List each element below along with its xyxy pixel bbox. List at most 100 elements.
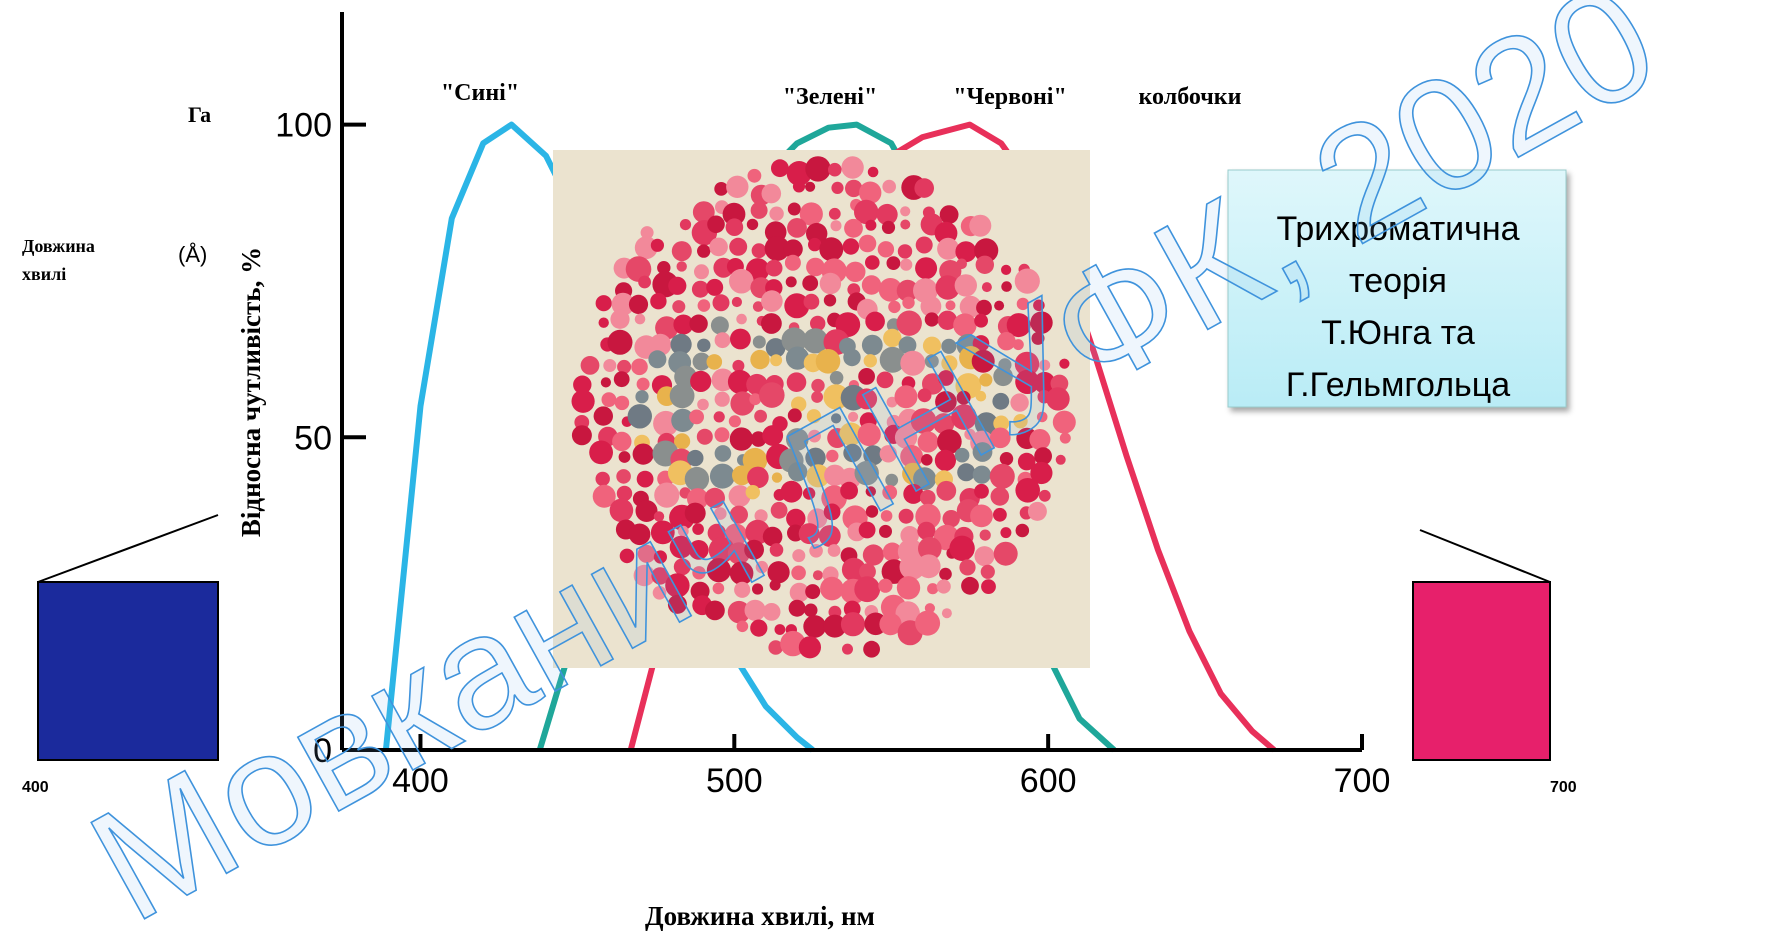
plate-dot xyxy=(596,472,610,486)
plate-dot xyxy=(824,294,836,306)
plate-dot xyxy=(787,218,807,238)
plate-dot xyxy=(1028,502,1047,521)
plate-dot xyxy=(878,579,892,593)
plate-dot xyxy=(841,612,865,636)
plate-dot xyxy=(635,390,648,403)
plate-dot xyxy=(638,276,651,289)
slide: Га Довжина хвилі (Å) 400 700 05010040050… xyxy=(0,0,1766,940)
plate-dot xyxy=(603,359,616,372)
plate-dot xyxy=(608,330,633,355)
plate-dot xyxy=(802,275,818,291)
annotation: "Зелені" xyxy=(783,84,878,110)
plate-dot xyxy=(730,391,754,415)
plate-dot xyxy=(915,257,937,279)
plate-dot xyxy=(589,441,613,465)
plate-dot xyxy=(711,316,729,334)
plate-dot xyxy=(707,216,725,234)
plate-dot xyxy=(831,220,842,231)
plate-dot xyxy=(805,156,830,181)
plate-dot xyxy=(955,241,976,262)
plate-dot xyxy=(793,180,805,192)
plate-dot xyxy=(668,277,686,295)
plate-dot xyxy=(1000,527,1011,538)
plate-dot xyxy=(596,295,612,311)
plate-dot xyxy=(981,565,995,579)
plate-dot xyxy=(615,396,629,410)
plate-dot xyxy=(672,241,692,261)
plate-dot xyxy=(729,269,754,294)
plate-dot xyxy=(994,542,1018,566)
plate-dot xyxy=(677,261,687,271)
plate-dot xyxy=(878,241,894,257)
plate-dot xyxy=(612,432,631,451)
plate-dot xyxy=(976,256,994,274)
plate-dot xyxy=(900,220,910,230)
plate-dot xyxy=(993,508,1007,522)
plate-dot xyxy=(786,276,797,287)
plate-dot xyxy=(843,238,859,254)
plate-dot xyxy=(900,259,912,271)
plate-dot xyxy=(709,238,728,257)
plate-dot xyxy=(601,377,611,387)
plate-dot xyxy=(572,425,592,445)
plate-dot xyxy=(748,169,762,183)
plate-dot xyxy=(599,318,609,328)
plate-dot xyxy=(770,354,782,366)
plate-dot xyxy=(602,392,617,407)
plate-dot xyxy=(629,295,648,314)
plate-dot xyxy=(868,167,879,178)
plate-dot xyxy=(900,206,910,216)
plate-dot xyxy=(761,313,782,334)
plate-dot xyxy=(887,256,901,270)
plate-dot xyxy=(698,299,711,312)
plate-dot xyxy=(775,624,786,635)
plate-dot xyxy=(631,359,648,376)
plate-dot xyxy=(831,182,843,194)
plate-dot xyxy=(914,178,934,198)
plate-dot xyxy=(610,310,629,329)
plate-dot xyxy=(672,300,685,313)
plate-dot xyxy=(689,410,704,425)
plate-dot xyxy=(916,237,933,254)
plate-dot xyxy=(651,239,664,252)
scale-label: 700 xyxy=(1550,779,1577,796)
plate-dot xyxy=(902,297,914,309)
plate-dot xyxy=(771,159,789,177)
annotation: колбочки xyxy=(1139,84,1242,110)
y-tick-label: 50 xyxy=(294,419,332,457)
plate-dot xyxy=(616,469,631,484)
x-tick-label: 700 xyxy=(1334,762,1391,800)
plate-dot xyxy=(937,579,951,593)
plate-dot xyxy=(882,180,896,194)
plate-dot xyxy=(650,293,666,309)
plate-dot xyxy=(865,312,885,332)
plate-dot xyxy=(937,238,959,260)
plate-dot xyxy=(729,238,747,256)
unit-label: (Å) xyxy=(178,242,207,267)
plate-dot xyxy=(956,259,967,270)
plate-dot xyxy=(648,350,666,368)
plate-dot xyxy=(959,559,975,575)
spectrum-swatch xyxy=(1413,582,1550,760)
plate-dot xyxy=(766,260,783,277)
plate-dot xyxy=(819,237,843,261)
scale-label: 400 xyxy=(22,779,49,796)
plate-dot xyxy=(804,294,820,310)
plate-dot xyxy=(981,579,996,594)
plate-dot xyxy=(726,176,748,198)
box-text: Г.Гельмгольца xyxy=(1286,366,1510,404)
plate-dot xyxy=(804,604,817,617)
connector xyxy=(38,515,218,582)
plate-dot xyxy=(820,273,841,294)
annotation: "Червоні" xyxy=(953,84,1067,110)
plate-dot xyxy=(689,315,707,333)
plate-dot xyxy=(991,487,1010,506)
plate-dot xyxy=(882,221,895,234)
wavelength-label: хвилі xyxy=(22,264,66,284)
plate-dot xyxy=(619,451,631,463)
plate-dot xyxy=(927,583,938,594)
plate-dot xyxy=(841,156,863,178)
plate-dot xyxy=(761,290,783,312)
plate-dot xyxy=(915,611,940,636)
plate-dot xyxy=(785,255,801,271)
